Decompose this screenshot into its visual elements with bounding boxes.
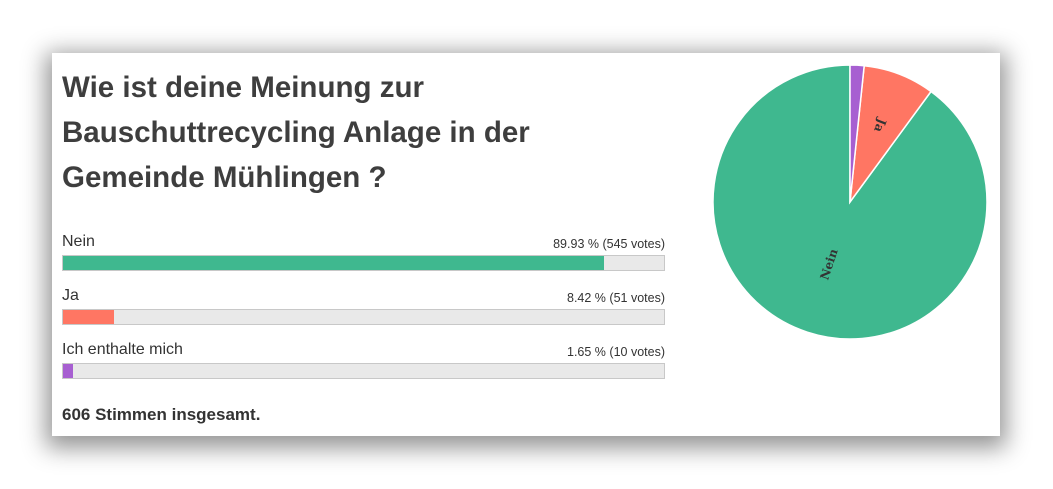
option-label: Ja [62,287,79,304]
option-percent: 89.93 % [553,237,599,251]
result-bar-fill [63,256,604,270]
result-bar-fill [63,364,73,378]
option-label: Ich enthalte mich [62,341,183,358]
option-stat: 89.93 % (545 votes) [553,237,665,251]
result-bar-fill [63,310,114,324]
pie-slice [849,64,866,203]
option-votes: (545 votes) [602,237,665,251]
option-percent: 1.65 % [567,345,606,359]
result-bar-track [62,363,665,379]
option-stat: 1.65 % (10 votes) [567,345,665,359]
option-label: Nein [62,233,95,250]
poll-card: Wie ist deine Meinung zur Bauschuttrecyc… [52,53,1000,436]
option-votes: (10 votes) [609,345,665,359]
pie-slice-label: Ja [871,116,889,135]
total-votes: 606 Stimmen insgesamt. [62,405,261,424]
result-bar-track [62,309,665,325]
option-percent: 8.42 % [567,291,606,305]
option-votes: (51 votes) [609,291,665,305]
option-stat: 8.42 % (51 votes) [567,291,665,305]
result-bar-track [62,255,665,271]
poll-question: Wie ist deine Meinung zur Bauschuttrecyc… [62,71,530,194]
